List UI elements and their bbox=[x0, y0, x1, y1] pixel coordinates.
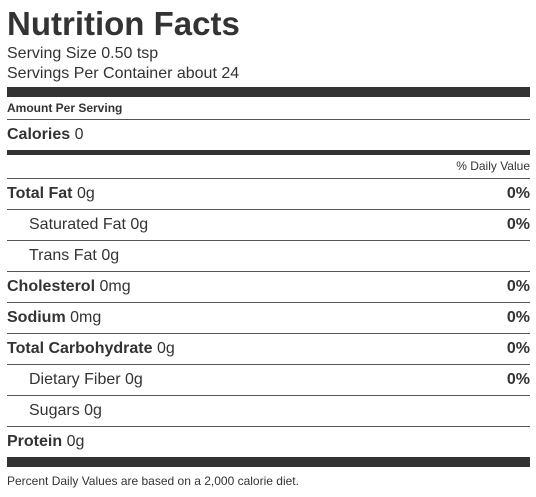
nutrient-row-total-carbohydrate: Total Carbohydrate 0g 0% bbox=[7, 334, 530, 364]
divider bbox=[7, 364, 530, 365]
nutrient-amount: 0mg bbox=[99, 278, 131, 295]
nutrient-label: Trans Fat bbox=[29, 247, 97, 264]
nutrient-label: Saturated Fat bbox=[29, 216, 126, 233]
footnote: Percent Daily Values are based on a 2,00… bbox=[7, 474, 299, 488]
divider bbox=[7, 426, 530, 427]
nutrient-amount: 0g bbox=[101, 247, 120, 264]
divider bbox=[7, 395, 530, 396]
nutrient-label: Dietary Fiber bbox=[29, 371, 121, 388]
nutrient-amount: 0g bbox=[125, 371, 143, 388]
nutrient-name: Trans Fat 0g bbox=[29, 247, 530, 265]
nutrient-daily-value: 0% bbox=[506, 216, 530, 233]
nutrient-amount: 0g bbox=[76, 185, 95, 202]
nutrient-row-saturated-fat: Saturated Fat 0g 0% bbox=[7, 210, 530, 240]
nutrient-name: Dietary Fiber 0g bbox=[29, 371, 507, 389]
nutrient-name: Protein 0g bbox=[7, 433, 530, 451]
divider bbox=[7, 302, 530, 303]
nutrient-name: Sugars 0g bbox=[29, 402, 530, 420]
nutrient-row-total-fat: Total Fat 0g 0% bbox=[7, 179, 530, 209]
nutrient-daily-value: 0% bbox=[506, 371, 530, 388]
calories: Calories 0 bbox=[7, 126, 530, 144]
divider bbox=[7, 240, 530, 241]
nutrient-label: Cholesterol bbox=[7, 278, 96, 295]
nutrient-amount: 0g bbox=[156, 340, 175, 357]
calories-row: Calories 0 bbox=[7, 120, 530, 150]
divider bbox=[7, 271, 530, 272]
nutrient-label: Protein bbox=[7, 433, 63, 450]
divider bbox=[7, 119, 530, 120]
nutrient-amount: 0g bbox=[66, 433, 85, 450]
nutrient-label: Sodium bbox=[7, 309, 66, 326]
servings-per-container: Servings Per Container about 24 bbox=[7, 65, 240, 82]
nutrient-name: Total Fat 0g bbox=[7, 185, 507, 203]
nutrient-name: Total Carbohydrate 0g bbox=[7, 340, 507, 358]
nutrient-amount: 0mg bbox=[70, 309, 102, 326]
nutrient-name: Cholesterol 0mg bbox=[7, 278, 507, 296]
thick-divider-bottom bbox=[7, 457, 530, 467]
calories-label: Calories bbox=[7, 126, 71, 143]
nutrient-label: Sugars bbox=[29, 402, 80, 419]
nutrient-daily-value: 0% bbox=[506, 185, 530, 202]
nutrient-label: Total Fat bbox=[7, 185, 73, 202]
nutrient-row-sodium: Sodium 0mg 0% bbox=[7, 303, 530, 333]
nutrient-label: Total Carbohydrate bbox=[7, 340, 153, 357]
nutrient-row-cholesterol: Cholesterol 0mg 0% bbox=[7, 272, 530, 302]
daily-value-header: % Daily Value bbox=[456, 159, 530, 173]
nutrient-amount: 0g bbox=[130, 216, 149, 233]
divider bbox=[7, 333, 530, 334]
serving-size: Serving Size 0.50 tsp bbox=[7, 45, 159, 62]
nutrient-row-trans-fat: Trans Fat 0g bbox=[7, 241, 530, 271]
label-title: Nutrition Facts bbox=[7, 5, 240, 42]
nutrient-daily-value: 0% bbox=[506, 278, 530, 295]
nutrient-daily-value: 0% bbox=[506, 340, 530, 357]
nutrient-row-protein: Protein 0g bbox=[7, 427, 530, 457]
divider bbox=[7, 178, 530, 179]
thick-divider-top bbox=[7, 87, 530, 97]
calories-value: 0 bbox=[74, 126, 84, 143]
amount-per-serving: Amount Per Serving bbox=[7, 101, 123, 115]
nutrient-name: Saturated Fat 0g bbox=[29, 216, 507, 234]
nutrient-row-dietary-fiber: Dietary Fiber 0g 0% bbox=[7, 365, 530, 395]
nutrient-row-sugars: Sugars 0g bbox=[7, 396, 530, 426]
nutrient-name: Sodium 0mg bbox=[7, 309, 507, 327]
nutrient-daily-value: 0% bbox=[506, 309, 530, 326]
nutrient-amount: 0g bbox=[84, 402, 102, 419]
divider bbox=[7, 209, 530, 210]
medium-divider bbox=[7, 150, 530, 155]
